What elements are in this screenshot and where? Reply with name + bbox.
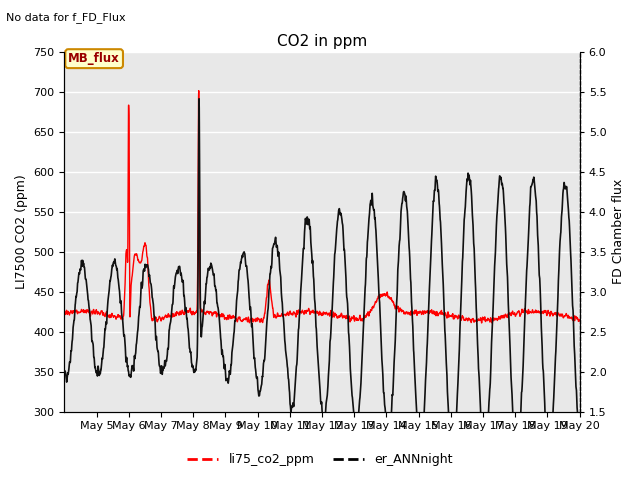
Text: MB_flux: MB_flux [68, 52, 120, 65]
Legend: li75_co2_ppm, er_ANNnight: li75_co2_ppm, er_ANNnight [182, 448, 458, 471]
Y-axis label: FD Chamber flux: FD Chamber flux [612, 179, 625, 284]
Text: No data for f_FD_Flux: No data for f_FD_Flux [6, 12, 126, 23]
Y-axis label: LI7500 CO2 (ppm): LI7500 CO2 (ppm) [15, 174, 28, 289]
Title: CO2 in ppm: CO2 in ppm [277, 34, 367, 49]
